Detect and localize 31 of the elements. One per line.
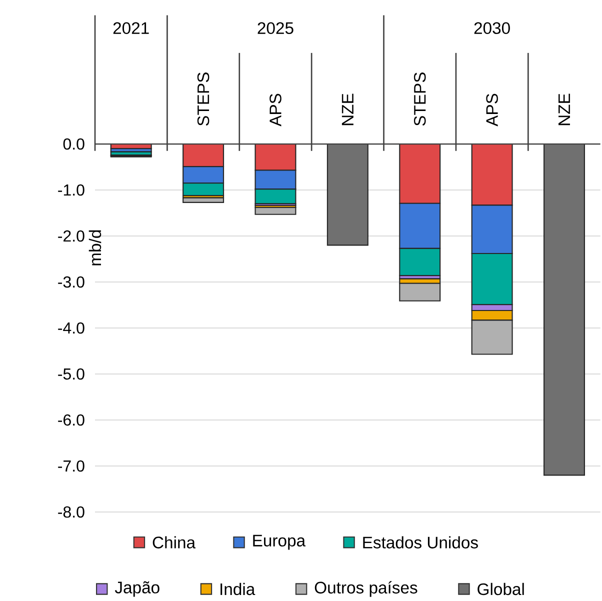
x-tick-label: STEPS: [197, 72, 210, 126]
legend-label: Europa: [253, 534, 306, 550]
y-tick-label: -2.0: [58, 230, 84, 242]
bar: [326, 143, 368, 246]
y-tick-label: -6.0: [58, 414, 84, 426]
y-tick-label: -8.0: [58, 506, 84, 518]
text: 2025: [258, 22, 294, 34]
bar: [543, 143, 585, 476]
bar: [399, 282, 441, 302]
y-axis-title: mb/d: [88, 230, 102, 266]
x-tick-label: STEPS: [414, 72, 426, 126]
y-tick-label: -4.0: [58, 322, 84, 334]
legend-label: Japão: [114, 581, 160, 597]
x-tick-label: APS: [486, 94, 498, 126]
legend-label: India: [220, 582, 256, 596]
x-tick-label: NZE: [342, 94, 354, 126]
x-tick-label: NZE: [558, 94, 570, 126]
x-tick-label: APS: [270, 94, 282, 126]
text: 2030: [474, 22, 510, 34]
y-tick-label: -7.0: [58, 460, 84, 472]
legend-label: Estados Unidos: [363, 536, 478, 548]
text: 2021: [113, 22, 149, 34]
y-tick-label: -1.0: [58, 184, 84, 196]
bar: [182, 197, 224, 203]
legend-label: Outros países: [314, 581, 418, 597]
y-tick-label: 0.0: [63, 138, 84, 150]
y-tick-label: -5.0: [58, 368, 84, 380]
legend-label: China: [152, 536, 196, 548]
bar: [254, 206, 296, 215]
legend-label: Global: [478, 582, 524, 596]
y-tick-label: -3.0: [58, 276, 84, 288]
